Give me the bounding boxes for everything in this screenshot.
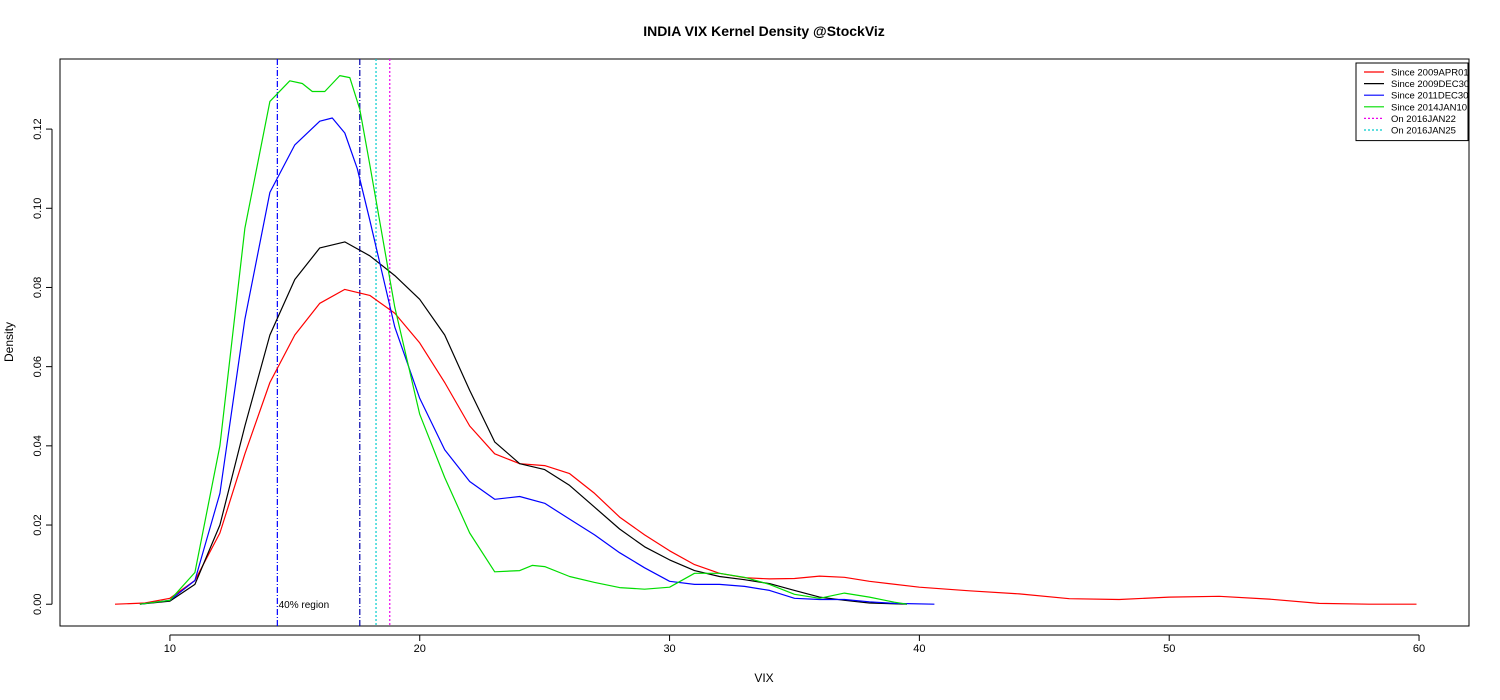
y-tick-label: 0.00: [32, 594, 44, 615]
series-since-2014jan10: [139, 75, 907, 605]
x-tick-label: 50: [1163, 643, 1175, 655]
y-tick-label: 0.08: [32, 277, 44, 298]
legend-box: [1355, 62, 1469, 142]
series-since-2011dec30: [139, 117, 935, 605]
x-axis-label: VIX: [754, 671, 773, 685]
y-axis: 0.00 0.02 0.04 0.06 0.08 0.10 0.12: [32, 118, 53, 615]
density-series: [114, 75, 1417, 605]
series-since-2009apr01: [114, 288, 1417, 605]
x-axis: 10 20 30 40 50 60: [164, 634, 1425, 655]
x-tick-label: 60: [1413, 643, 1425, 655]
legend-label: Since 2014JAN10: [1391, 102, 1467, 113]
annotations: 40% region: [279, 600, 330, 611]
y-axis-label: Density: [2, 322, 16, 362]
y-tick-label: 0.12: [32, 118, 44, 139]
annotation-label: 40% region: [279, 600, 330, 611]
legend-label: On 2016JAN22: [1391, 114, 1456, 125]
x-tick-label: 40: [913, 643, 925, 655]
vertical-markers: [276, 59, 391, 626]
chart-title: INDIA VIX Kernel Density @StockViz: [643, 23, 885, 39]
x-tick-label: 20: [414, 643, 426, 655]
series-since-2009dec30: [139, 241, 907, 605]
legend-label: Since 2011DEC30: [1391, 91, 1468, 102]
x-tick-label: 10: [164, 643, 176, 655]
y-tick-label: 0.06: [32, 356, 44, 377]
legend-label: Since 2009APR01: [1391, 68, 1469, 79]
y-tick-label: 0.10: [32, 198, 44, 219]
legend-label: On 2016JAN25: [1391, 126, 1456, 137]
x-tick-label: 30: [663, 643, 675, 655]
plot-frame: [59, 58, 1470, 627]
y-tick-label: 0.02: [32, 514, 44, 535]
legend-label: Since 2009DEC30: [1391, 79, 1469, 90]
y-tick-label: 0.04: [32, 435, 44, 456]
